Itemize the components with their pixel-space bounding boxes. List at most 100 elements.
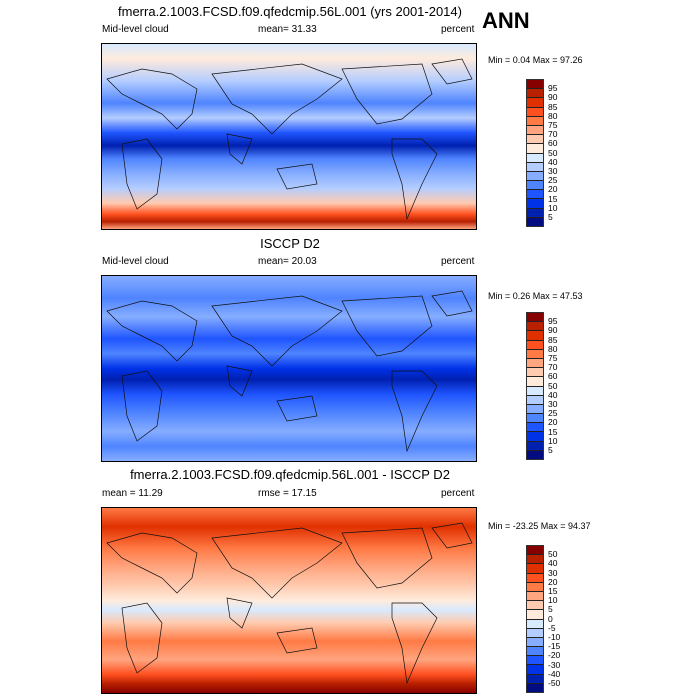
- colorbar-label: 85: [548, 334, 558, 345]
- colorbar-label: 95: [548, 83, 558, 94]
- colorbar-swatch: [527, 98, 543, 108]
- coastline-path: [276, 395, 318, 422]
- panel3-rmse: rmse = 17.15: [258, 488, 317, 499]
- colorbar-label: 80: [548, 110, 558, 121]
- coastline-path: [391, 602, 438, 685]
- coastline-path: [431, 522, 473, 549]
- colorbar-label: 75: [548, 353, 558, 363]
- colorbar-swatch: [527, 601, 543, 611]
- colorbar-swatch: [527, 181, 543, 191]
- colorbar-label: 90: [548, 325, 558, 336]
- colorbar-swatch: [527, 377, 543, 387]
- colorbar-label: 70: [548, 129, 558, 140]
- colorbar-swatch: [527, 208, 543, 218]
- colorbar-swatch: [527, 423, 543, 433]
- panel1-minmax: Min = 0.04 Max = 97.26: [488, 55, 583, 65]
- colorbar-label: 15: [548, 193, 558, 204]
- colorbar-label: 25: [548, 175, 558, 186]
- colorbar-swatch: [527, 591, 543, 602]
- colorbar-swatch: [527, 89, 543, 99]
- colorbar-label: 30: [548, 166, 558, 176]
- colorbar-swatch: [527, 610, 543, 620]
- panel1-variable: Mid-level cloud: [102, 24, 169, 35]
- colorbar-swatch: [527, 144, 543, 154]
- coastline-path: [226, 597, 253, 629]
- colorbar-swatch: [527, 349, 543, 359]
- colorbar-label: -30: [548, 659, 561, 670]
- colorbar-label: 5: [548, 445, 553, 455]
- colorbar-label: 15: [548, 586, 558, 596]
- coastlines: [106, 58, 473, 221]
- colorbar-label: 15: [548, 426, 558, 437]
- colorbar-swatch: [527, 340, 543, 350]
- colorbar-label: 30: [548, 567, 558, 578]
- coastline-path: [226, 133, 253, 165]
- colorbar-label: -20: [548, 650, 561, 661]
- colorbar-label: 85: [548, 101, 558, 112]
- colorbar-swatch: [527, 322, 543, 332]
- panel3-title: fmerra.2.1003.FCSD.f09.qfedcmip.56L.001 …: [130, 467, 450, 482]
- colorbar-swatch: [527, 190, 543, 200]
- panel1-mean: mean= 31.33: [258, 24, 317, 35]
- colorbar-label: 80: [548, 343, 558, 354]
- colorbar-label: -40: [548, 668, 561, 679]
- coastlines: [106, 290, 473, 453]
- colorbar-swatch: [527, 656, 543, 666]
- coastline-path: [276, 163, 318, 190]
- coastline-path: [431, 58, 473, 85]
- colorbar-label: 10: [548, 435, 558, 446]
- colorbar-swatch: [527, 107, 543, 117]
- colorbar-label: 50: [548, 380, 558, 391]
- colorbar-swatch: [527, 683, 543, 692]
- coastline-path: [106, 68, 198, 130]
- panel3-mean: mean = 11.29: [102, 488, 163, 499]
- colorbar-swatch: [527, 647, 543, 657]
- colorbar-label: 40: [548, 558, 558, 569]
- colorbar-swatch: [527, 414, 543, 424]
- panel2-title: ISCCP D2: [260, 236, 320, 251]
- panel3-units: percent: [441, 488, 475, 499]
- colorbar-label: 20: [548, 576, 558, 587]
- colorbar-swatch: [527, 331, 543, 341]
- colorbar-label: 60: [548, 371, 558, 382]
- season-label: ANN: [482, 8, 530, 33]
- panel3-minmax: Min = -23.25 Max = 94.37: [488, 521, 591, 531]
- coastline-path: [211, 63, 343, 135]
- panel2-colorbar: [526, 312, 544, 460]
- coastline-path: [276, 627, 318, 654]
- panel2-variable: Mid-level cloud: [102, 256, 169, 267]
- colorbar-label: 30: [548, 399, 558, 409]
- model-map: [101, 43, 477, 230]
- colorbar-swatch: [527, 573, 543, 583]
- colorbar-swatch: [527, 386, 543, 396]
- panel2-mean: mean= 20.03: [258, 256, 317, 267]
- colorbar-label: 25: [548, 408, 558, 419]
- colorbar-swatch: [527, 116, 543, 126]
- coastline-path: [106, 532, 198, 594]
- colorbar-label: 5: [548, 604, 553, 615]
- colorbar-label: -5: [548, 622, 556, 633]
- colorbar-swatch: [527, 546, 543, 556]
- coastline-path: [431, 290, 473, 317]
- colorbar-swatch: [527, 637, 543, 648]
- coastline-path: [211, 295, 343, 367]
- colorbar-label: -50: [548, 678, 561, 688]
- colorbar-swatch: [527, 358, 543, 369]
- colorbar-label: 0: [548, 613, 553, 624]
- colorbar-label: 70: [548, 362, 558, 373]
- panel2-minmax: Min = 0.26 Max = 47.53: [488, 291, 583, 301]
- colorbar-swatch: [527, 432, 543, 442]
- colorbar-swatch: [527, 628, 543, 638]
- colorbar-label: -10: [548, 632, 561, 642]
- panel3-colorbar: [526, 545, 544, 693]
- panel1-colorbar: [526, 79, 544, 227]
- coastline-path: [391, 370, 438, 453]
- coastline-path: [121, 602, 163, 674]
- coastline-path: [226, 365, 253, 397]
- colorbar-label: 5: [548, 212, 553, 222]
- colorbar-swatch: [527, 171, 543, 182]
- colorbar-swatch: [527, 404, 543, 415]
- colorbar-swatch: [527, 153, 543, 163]
- colorbar-label: 50: [548, 549, 558, 560]
- coastline-path: [341, 527, 433, 589]
